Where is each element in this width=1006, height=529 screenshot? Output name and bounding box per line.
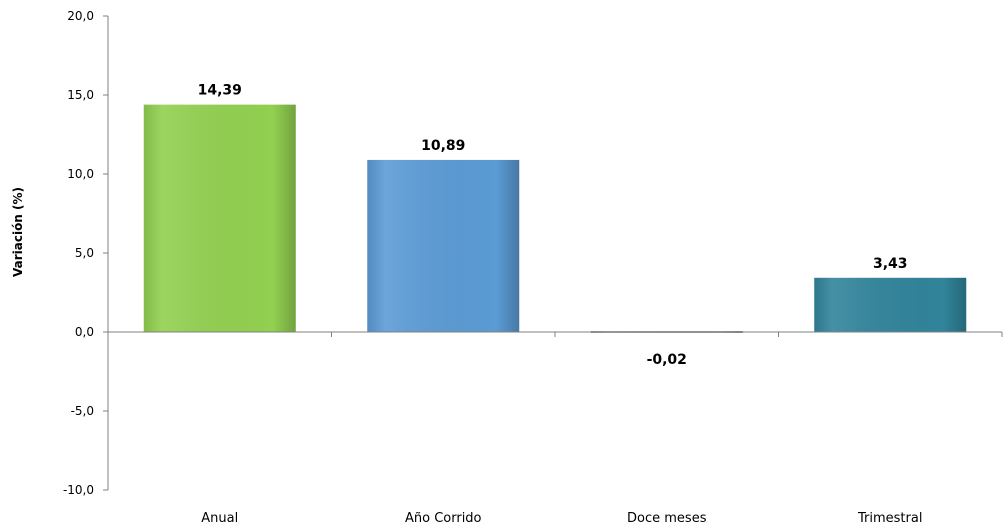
y-tick-label: 0,0 [75, 325, 94, 339]
bar [367, 159, 520, 332]
y-tick-label: -10,0 [63, 483, 94, 497]
x-axis: Anual Año Corrido Doce meses Trimestral [107, 331, 1003, 526]
y-tick-label: 15,0 [67, 88, 94, 102]
bar-shade [814, 277, 967, 332]
y-tick-label: -5,0 [71, 404, 94, 418]
bar [143, 104, 296, 332]
data-label: 3,43 [873, 256, 908, 272]
data-label: -0,02 [647, 352, 687, 368]
data-labels: 14,39 10,89 -0,02 3,43 [198, 83, 908, 368]
y-tick-label: 20,0 [67, 9, 94, 23]
bars [143, 104, 967, 333]
bar-shade [367, 159, 520, 332]
y-tick-label: 5,0 [75, 246, 94, 260]
x-category-label: Doce meses [627, 511, 707, 526]
y-tick-label: 10,0 [67, 167, 94, 181]
bar-shade [143, 104, 296, 332]
x-category-label: Año Corrido [405, 511, 482, 526]
x-category-label: Anual [201, 511, 238, 526]
bar [814, 277, 967, 332]
y-axis: 20,0 15,0 10,0 5,0 0,0 -5,0 -10,0 [63, 9, 109, 497]
x-category-label: Trimestral [857, 511, 922, 526]
y-axis-title: Variación (%) [11, 187, 25, 277]
data-label: 14,39 [198, 83, 242, 99]
data-label: 10,89 [421, 138, 465, 154]
